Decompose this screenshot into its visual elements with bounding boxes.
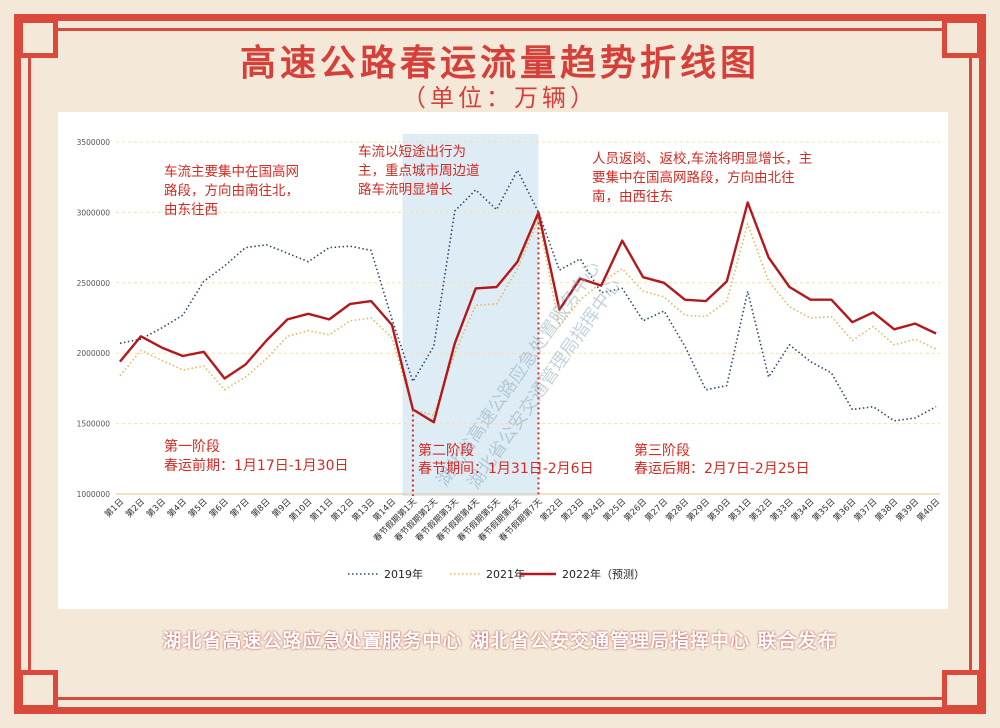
chart-panel: 1000000 1500000 2000000 2500000 3000000 35000… — [58, 112, 948, 609]
phase1-note: 车流主要集中在国高网路段，方向由南往北，由东往西 — [164, 164, 299, 218]
legend-label: 2021年 — [486, 567, 525, 581]
phase1-title: 第一阶段 — [164, 439, 220, 455]
x-tick-label: 第8日 — [249, 496, 273, 520]
y-tick-label: 3000000 — [77, 208, 111, 217]
inner-frame — [28, 28, 972, 700]
phase2-note: 车流以短途出行为主，重点城市周边道路车流明显增长 — [358, 144, 480, 198]
legend-label: 2019年 — [384, 567, 423, 581]
series-line-1 — [119, 218, 937, 417]
series-line-2 — [119, 201, 937, 424]
outer-frame — [14, 14, 986, 714]
corner-ornament-tr — [942, 18, 982, 58]
legend-item: 2022年（预测） — [520, 567, 645, 581]
x-tick-label: 第40日 — [915, 496, 942, 523]
corner-ornament-br — [942, 670, 982, 710]
phase2-title: 第二阶段 — [418, 443, 474, 459]
y-tick-label: 2500000 — [77, 279, 111, 288]
x-tick-label: 第5日 — [186, 496, 210, 520]
x-tick-label: 第6日 — [207, 496, 231, 520]
chart-title: 高速公路春运流量趋势折线图 — [239, 43, 760, 84]
x-tick-label: 第7日 — [228, 496, 252, 520]
y-tick-label: 1500000 — [77, 420, 111, 429]
footer-publisher: 湖北省高速公路应急处置服务中心 湖北省公安交通管理局指挥中心 联合发布 — [162, 630, 838, 652]
legend-item: 2021年 — [450, 567, 525, 581]
x-tick-label: 第1日 — [102, 496, 126, 520]
spring-festival-highlight — [402, 134, 539, 496]
legend-label: 2022年（预测） — [562, 567, 645, 581]
phase3-note: 人员返岗、返校,车流将明显增长，主要集中在国高网路段，方向由北往南，由西往东 — [592, 151, 813, 205]
phase2-range: 春节期间：1月31日-2月6日 — [418, 461, 594, 477]
line-chart: 1000000 1500000 2000000 2500000 3000000 35000… — [77, 134, 942, 581]
x-tick-label: 第3日 — [144, 496, 168, 520]
corner-ornament-tl — [18, 18, 58, 58]
corner-ornament-bl — [18, 670, 58, 710]
legend-item: 2019年 — [348, 567, 423, 581]
phase3-range: 春运后期：2月7日-2月25日 — [634, 461, 810, 477]
phase1-range: 春运前期：1月17日-1月30日 — [164, 458, 349, 474]
y-tick-label: 3500000 — [77, 138, 111, 147]
y-tick-label: 1000000 — [77, 490, 111, 499]
x-tick-label: 第4日 — [165, 496, 189, 520]
chart-unit: （单位：万辆） — [402, 84, 598, 112]
x-tick-label: 第2日 — [123, 496, 147, 520]
y-tick-label: 2000000 — [77, 349, 111, 358]
phase3-title: 第三阶段 — [634, 443, 690, 459]
